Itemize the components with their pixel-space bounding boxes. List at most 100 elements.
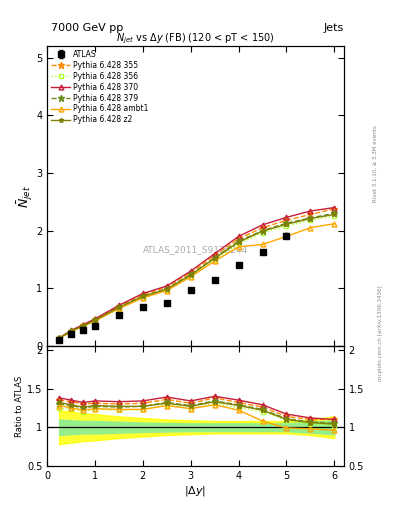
Pythia 6.428 z2 (212, 255, 217, 262)
X-axis label: $|\Delta y|$: $|\Delta y|$ (184, 483, 207, 498)
Pythia 6.428 ambt1 (212, 258, 217, 264)
Pythia 6.428 ambt1 (164, 288, 169, 294)
Pythia 6.428 z2 (141, 293, 145, 300)
Pythia 6.428 ambt1 (141, 295, 145, 301)
Pythia 6.428 379 (57, 335, 61, 342)
Pythia 6.428 z2 (57, 335, 61, 342)
Text: 7000 GeV pp: 7000 GeV pp (51, 23, 123, 33)
Pythia 6.428 z2 (117, 304, 121, 310)
Pythia 6.428 ambt1 (284, 233, 289, 240)
Pythia 6.428 356 (57, 336, 61, 342)
Pythia 6.428 370 (236, 233, 241, 240)
Pythia 6.428 379 (236, 238, 241, 244)
Pythia 6.428 370 (81, 322, 85, 328)
Pythia 6.428 z2 (284, 221, 289, 227)
Pythia 6.428 379 (212, 254, 217, 261)
Text: ATLAS_2011_S9126244: ATLAS_2011_S9126244 (143, 245, 248, 254)
Pythia 6.428 370 (57, 335, 61, 341)
Line: Pythia 6.428 370: Pythia 6.428 370 (57, 205, 337, 340)
Pythia 6.428 379 (81, 323, 85, 329)
Pythia 6.428 356 (164, 287, 169, 293)
Pythia 6.428 355 (236, 236, 241, 242)
Pythia 6.428 355 (57, 335, 61, 342)
Pythia 6.428 z2 (188, 272, 193, 278)
Line: Pythia 6.428 356: Pythia 6.428 356 (57, 214, 337, 341)
Pythia 6.428 355 (308, 211, 313, 218)
Pythia 6.428 370 (188, 268, 193, 274)
Pythia 6.428 379 (141, 293, 145, 300)
Pythia 6.428 z2 (308, 216, 313, 222)
Pythia 6.428 370 (117, 302, 121, 308)
Pythia 6.428 370 (141, 290, 145, 296)
Pythia 6.428 355 (69, 328, 73, 334)
Pythia 6.428 379 (93, 317, 97, 324)
Line: Pythia 6.428 379: Pythia 6.428 379 (56, 210, 338, 342)
Text: mcplots.cern.ch [arXiv:1306.3436]: mcplots.cern.ch [arXiv:1306.3436] (378, 285, 383, 380)
Pythia 6.428 356 (212, 257, 217, 263)
Pythia 6.428 ambt1 (81, 323, 85, 329)
Pythia 6.428 379 (332, 210, 337, 217)
Pythia 6.428 z2 (81, 323, 85, 329)
Pythia 6.428 370 (332, 204, 337, 210)
Pythia 6.428 ambt1 (260, 241, 265, 247)
Pythia 6.428 ambt1 (69, 329, 73, 335)
Pythia 6.428 356 (81, 324, 85, 330)
Pythia 6.428 ambt1 (57, 335, 61, 342)
Pythia 6.428 z2 (332, 211, 337, 218)
Pythia 6.428 355 (164, 284, 169, 290)
Pythia 6.428 356 (308, 217, 313, 223)
Pythia 6.428 ambt1 (188, 274, 193, 280)
Pythia 6.428 ambt1 (117, 305, 121, 311)
Pythia 6.428 370 (308, 208, 313, 214)
Pythia 6.428 z2 (164, 286, 169, 292)
Y-axis label: Ratio to ATLAS: Ratio to ATLAS (15, 375, 24, 437)
Pythia 6.428 356 (236, 241, 241, 247)
Pythia 6.428 356 (69, 329, 73, 335)
Pythia 6.428 ambt1 (236, 244, 241, 250)
Pythia 6.428 355 (117, 303, 121, 309)
Pythia 6.428 355 (81, 322, 85, 328)
Y-axis label: $\bar{N}_{jet}$: $\bar{N}_{jet}$ (15, 184, 35, 207)
Pythia 6.428 355 (284, 217, 289, 223)
Pythia 6.428 370 (93, 316, 97, 322)
Pythia 6.428 370 (284, 215, 289, 221)
Pythia 6.428 356 (93, 318, 97, 324)
Pythia 6.428 356 (284, 223, 289, 229)
Pythia 6.428 ambt1 (93, 318, 97, 324)
Pythia 6.428 379 (164, 286, 169, 292)
Pythia 6.428 355 (260, 225, 265, 231)
Pythia 6.428 379 (308, 215, 313, 221)
Pythia 6.428 355 (141, 291, 145, 297)
Pythia 6.428 370 (212, 250, 217, 257)
Text: Jets: Jets (323, 23, 344, 33)
Pythia 6.428 ambt1 (332, 221, 337, 227)
Pythia 6.428 355 (93, 316, 97, 323)
Pythia 6.428 z2 (69, 328, 73, 334)
Title: $N_{jet}$ vs $\Delta y$ (FB) (120 < pT < 150): $N_{jet}$ vs $\Delta y$ (FB) (120 < pT <… (116, 32, 275, 46)
Pythia 6.428 356 (260, 230, 265, 236)
Line: Pythia 6.428 ambt1: Pythia 6.428 ambt1 (57, 221, 337, 341)
Pythia 6.428 356 (188, 274, 193, 280)
Pythia 6.428 370 (69, 327, 73, 333)
Pythia 6.428 z2 (260, 228, 265, 234)
Pythia 6.428 ambt1 (308, 225, 313, 231)
Pythia 6.428 356 (141, 295, 145, 301)
Text: Rivet 3.1.10, ≥ 3.3M events: Rivet 3.1.10, ≥ 3.3M events (373, 125, 378, 202)
Pythia 6.428 z2 (236, 239, 241, 245)
Pythia 6.428 370 (164, 283, 169, 289)
Pythia 6.428 379 (117, 304, 121, 310)
Pythia 6.428 355 (212, 252, 217, 259)
Pythia 6.428 379 (188, 271, 193, 278)
Pythia 6.428 356 (332, 213, 337, 219)
Pythia 6.428 356 (117, 306, 121, 312)
Line: Pythia 6.428 355: Pythia 6.428 355 (56, 205, 338, 342)
Pythia 6.428 379 (284, 220, 289, 226)
Legend: ATLAS, Pythia 6.428 355, Pythia 6.428 356, Pythia 6.428 370, Pythia 6.428 379, P: ATLAS, Pythia 6.428 355, Pythia 6.428 35… (50, 48, 150, 126)
Pythia 6.428 379 (260, 227, 265, 233)
Pythia 6.428 355 (188, 270, 193, 276)
Pythia 6.428 370 (260, 222, 265, 228)
Pythia 6.428 355 (332, 206, 337, 212)
Pythia 6.428 z2 (93, 317, 97, 323)
Pythia 6.428 379 (69, 328, 73, 334)
Line: Pythia 6.428 z2: Pythia 6.428 z2 (57, 212, 337, 341)
